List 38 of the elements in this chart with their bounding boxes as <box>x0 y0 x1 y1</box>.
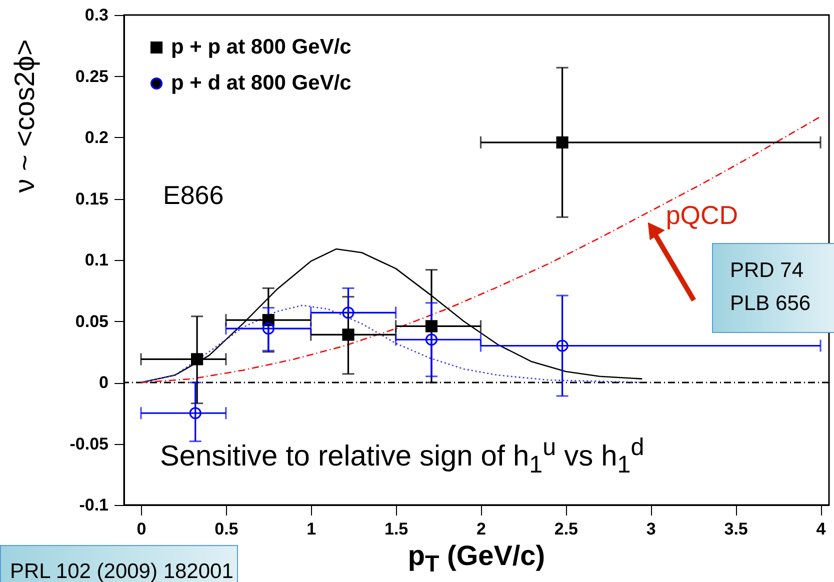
y-tick-label: 0.2 <box>84 128 108 147</box>
point <box>191 353 204 366</box>
legend-label: p + d at 800 GeV/c <box>171 72 352 94</box>
point <box>556 136 568 148</box>
point <box>342 306 354 319</box>
y-tick-label: 0 <box>99 373 108 392</box>
x-tick-label: 2.5 <box>554 520 578 538</box>
annotation: pQCD <box>666 200 738 232</box>
point <box>262 322 274 335</box>
line-series <box>140 304 643 384</box>
x-tick-label: 1.5 <box>384 520 408 538</box>
y-tick-label: 0.3 <box>84 6 108 24</box>
line-series <box>140 116 822 384</box>
point <box>342 328 354 341</box>
y-tick-label: 0.05 <box>75 312 108 331</box>
x-tick-label: 0.5 <box>214 520 238 538</box>
x-tick-label: 2 <box>476 520 486 538</box>
y-tick-label: -0.05 <box>70 434 108 454</box>
point <box>189 407 202 420</box>
annotation: PLB 656 <box>730 292 811 316</box>
text: PRL 102 (2009) 182001 <box>10 560 234 582</box>
point <box>425 320 438 332</box>
point <box>425 334 438 346</box>
x-tick-label: 4 <box>816 520 826 538</box>
y-tick-label: 0.25 <box>75 66 108 86</box>
x-tick-label: 0 <box>136 520 146 538</box>
x-tick-label: 3.5 <box>724 520 748 538</box>
y-tick-label: 0.1 <box>84 250 108 270</box>
y-tick-label: -0.1 <box>79 496 108 514</box>
y-axis-title: ν ~ <cos2ϕ> <box>9 38 41 195</box>
x-tick-label: 3 <box>646 520 656 538</box>
x-axis-title: p$_{T}$ (GeV/c) <box>406 540 546 578</box>
y-tick-label: 0.15 <box>75 189 108 208</box>
annotation: PRD 74 <box>730 259 804 283</box>
x-tick-label: 1 <box>306 520 316 538</box>
annotation: E866 <box>163 180 224 211</box>
legend-label: p + p at 800 GeV/c <box>171 36 352 58</box>
point <box>556 340 568 352</box>
